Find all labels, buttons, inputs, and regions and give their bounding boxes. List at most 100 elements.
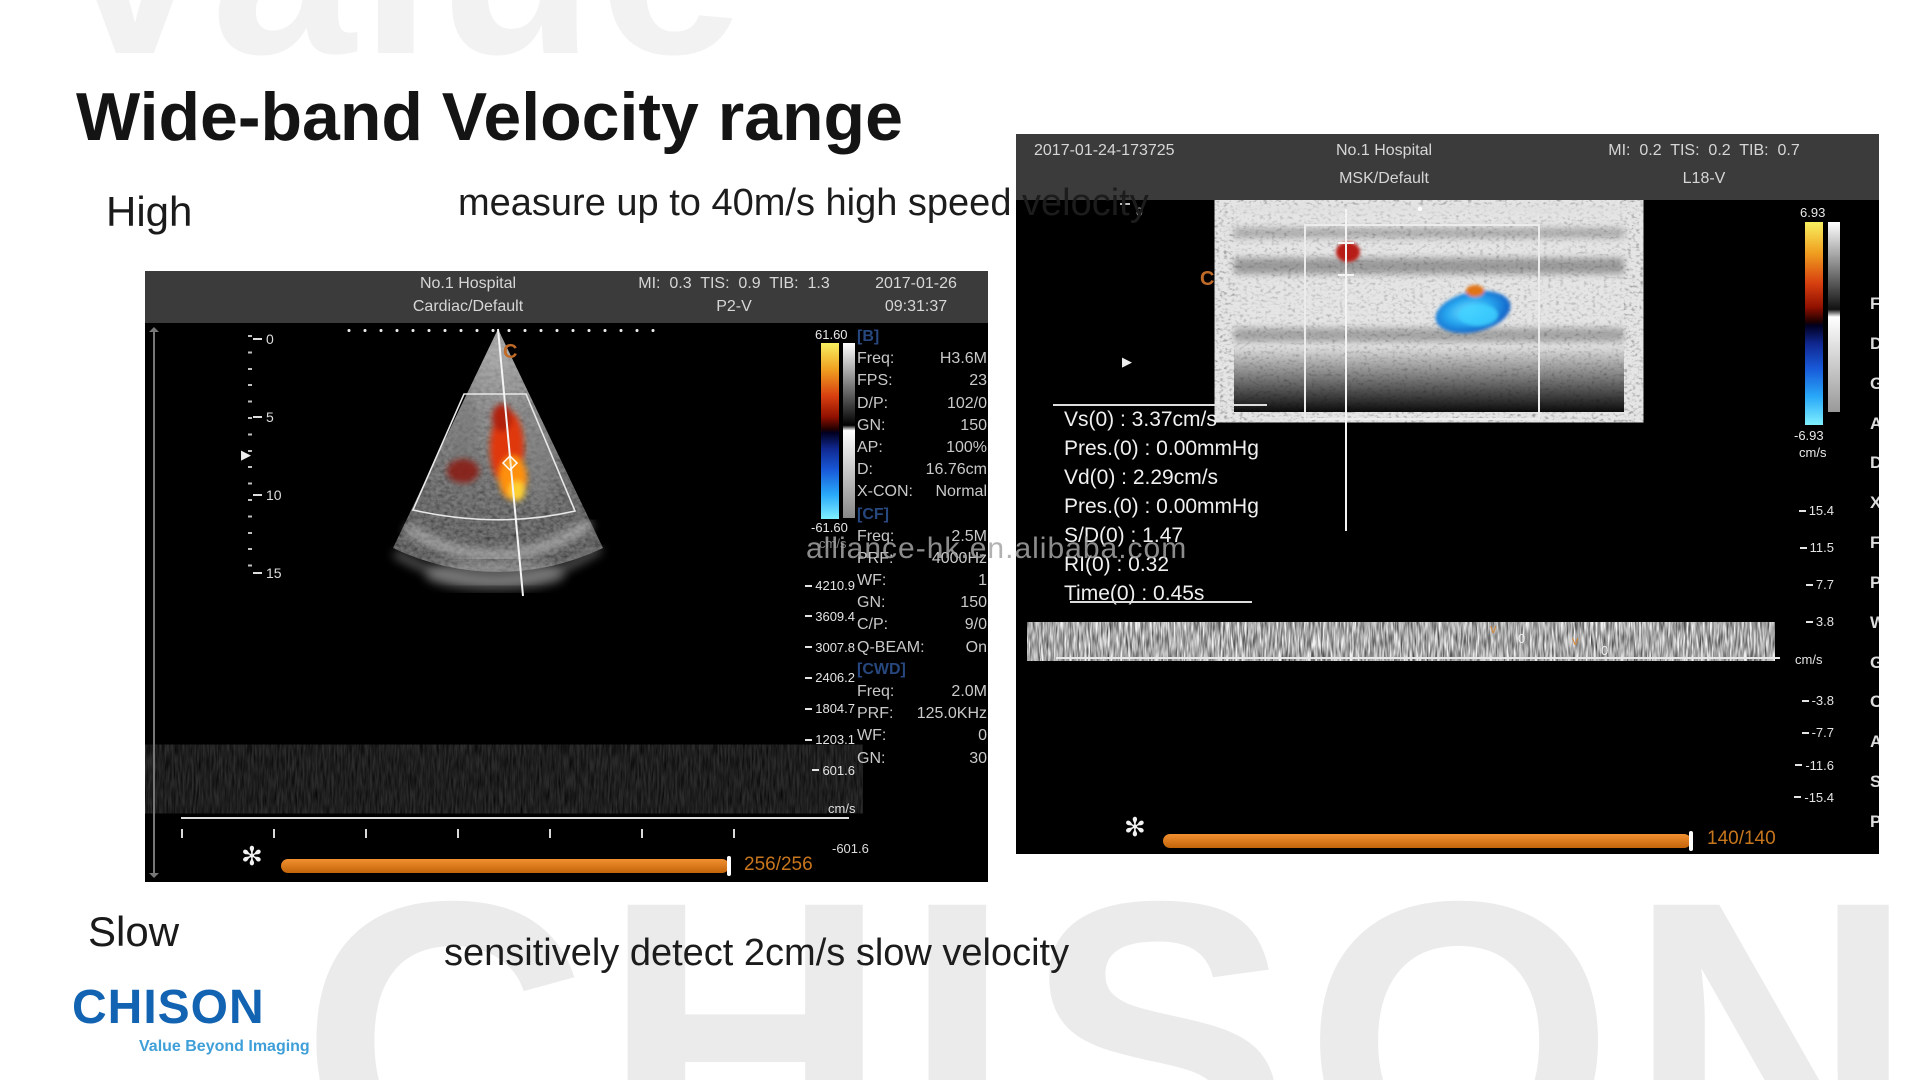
ruler-tick: [253, 572, 262, 574]
velocity-scale-row: -3.8: [1776, 693, 1834, 708]
depth-ruler: 0 5 10 15: [253, 331, 282, 581]
clipped-letter: G: [1870, 373, 1879, 393]
parameter-row: GN: 30: [857, 749, 987, 767]
preset-name: MSK/Default: [1339, 170, 1429, 187]
measurement-results: Vs(0) : 3.37cm/s Pres.(0) : 0.00mmHg Vd(0)…: [1064, 408, 1259, 611]
colorbar-min: -6.93: [1794, 428, 1824, 443]
grayscale-bar: [1828, 222, 1840, 412]
mini-ruler-tick: [1120, 203, 1130, 205]
parameter-row: X-CON: Normal: [857, 483, 987, 501]
scale-tick: [812, 769, 820, 772]
roi-label: C: [1200, 268, 1215, 290]
label-slow: Slow: [88, 908, 180, 955]
chison-logo-tagline: Value Beyond Imaging: [139, 1038, 310, 1055]
parameter-row: [B]: [857, 328, 880, 345]
scale-tick: [805, 738, 813, 741]
hospital-name: No.1 Hospital: [1335, 142, 1433, 159]
clipped-letter: A: [1870, 413, 1879, 433]
scale-tick: [805, 676, 813, 679]
depth-ruler-label: 10: [253, 487, 282, 503]
scan-direction-arrow: [149, 327, 159, 878]
msk-scan-body: 0 C ▶ 6.93 -6.93 cm/s Vs(0) : 3.37cm/s Pr…: [1016, 200, 1879, 854]
colorbar-max: 61.60: [815, 327, 848, 342]
parameter-row: [CWD]: [857, 660, 906, 678]
imaging-parameters: [B] Freq: H3.6M FPS: 23 D/P: 102/0 GN: 150 AP: 100…: [857, 328, 987, 772]
spectrum-marker-zero: 0: [1601, 643, 1609, 658]
spectrum-marker-arrow: v: [1490, 621, 1497, 636]
clipped-letter: C: [1870, 692, 1879, 712]
cardiac-sector-image: [175, 328, 830, 810]
msk-scan-frame: 2017-01-24-173725 No.1 Hospital MI: 0.2 …: [1016, 134, 1879, 854]
cine-progress-handle[interactable]: [1689, 831, 1693, 851]
parameter-row: C/P: 9/0: [857, 616, 987, 634]
ruler-tick: [253, 416, 262, 418]
scale-tick: [805, 707, 813, 710]
caption-slow: sensitively detect 2cm/s slow velocity: [444, 932, 1070, 974]
spectrum-marker-zero: 0: [1518, 631, 1526, 646]
measurement-row: RI(0) : 0.32: [1064, 553, 1170, 576]
parameter-row: WF: 1: [857, 572, 987, 590]
parameter-row: [CF]: [857, 505, 889, 523]
measurement-row: Vd(0) : 2.29cm/s: [1064, 466, 1219, 489]
scale-tick: [805, 615, 813, 618]
scale-tick: [1794, 796, 1802, 799]
cine-progress-handle[interactable]: [727, 856, 731, 876]
page-title: Wide-band Velocity range: [76, 79, 903, 155]
parameter-row: Freq: H3.6M: [857, 350, 987, 368]
velocity-scale-row: 11.5: [1780, 540, 1834, 555]
parameter-row: PRF: 4000Hz: [857, 549, 987, 567]
hospital-name: No.1 Hospital: [419, 275, 517, 292]
freeze-icon[interactable]: ✻: [241, 841, 263, 871]
parameter-row: D: 16.76cm: [857, 461, 987, 479]
label-high: High: [106, 188, 193, 235]
cine-progress-bar[interactable]: [281, 859, 729, 873]
measurement-row: Vs(0) : 3.37cm/s: [1064, 408, 1217, 431]
clipped-letter: X: [1870, 493, 1879, 513]
chison-logo-text: CHISON: [72, 981, 265, 1034]
scanline-dots: [341, 328, 659, 333]
parameter-row: PRF: 125.0KHz: [857, 705, 987, 723]
cardiac-scan-frame: No.1 Hospital MI: 0.3 TIS: 0.9 TIB: 1.3 …: [145, 271, 988, 882]
scan-time: 09:31:37: [884, 298, 948, 315]
velocity-scale: 4210.9 3609.4 3007.8 2406.2 1804.7 1203.1 601.…: [789, 578, 855, 778]
freeze-icon[interactable]: ✻: [1124, 812, 1146, 842]
scan-date: 2017-01-26: [875, 275, 957, 292]
spectral-baseline: [181, 817, 849, 819]
velocity-scale-row: 1804.7: [789, 701, 855, 716]
depth-ruler-label: 0: [253, 331, 282, 347]
scale-tick: [1801, 731, 1809, 734]
parameter-row: Freq: 2.0M: [857, 683, 987, 700]
grayscale-bar: [843, 343, 855, 518]
scale-tick: [1805, 620, 1813, 623]
parameter-row: Freq: 2.5M: [857, 527, 987, 545]
velocity-scale-row: 3007.8: [789, 640, 855, 655]
velocity-scale-row: 4210.9: [789, 578, 855, 593]
scale-tick: [1798, 509, 1806, 512]
color-doppler-bar: [821, 343, 839, 519]
colorbar-max: 6.93: [1800, 205, 1826, 220]
parameter-row: Q-BEAM: On: [857, 638, 987, 656]
parameter-row: D/P: 102/0: [857, 394, 987, 412]
time-ticks: [181, 829, 797, 838]
mi-tis-tib: MI: 0.3 TIS: 0.9 TIB: 1.3: [638, 275, 830, 292]
velocity-scale-row: 3.8: [1780, 614, 1834, 629]
ruler-tick: [253, 338, 262, 340]
scale-tick: [1801, 699, 1809, 702]
parameter-row: WF: 0: [857, 727, 987, 745]
scale-tick: [1799, 546, 1807, 549]
cine-progress-bar[interactable]: [1163, 834, 1691, 848]
velocity-scale-row: 601.6: [789, 763, 855, 778]
measurement-row: Time(0) : 0.45s: [1064, 582, 1205, 605]
scale-unit: cm/s: [1795, 652, 1823, 667]
ruler-tick: [253, 494, 262, 496]
spectrum-marker-arrow: v: [1572, 633, 1579, 648]
measurement-row: S/D(0) : 1.47: [1064, 524, 1184, 547]
depth-ruler-label: 5: [253, 409, 282, 425]
scale-tick: [805, 646, 813, 649]
parameter-row: GN: 150: [857, 416, 987, 434]
spectral-baseline: [1056, 657, 1780, 659]
velocity-scale-row: 3609.4: [789, 609, 855, 624]
preset-name: Cardiac/Default: [412, 298, 524, 315]
focus-marker-icon: ▶: [1122, 354, 1132, 369]
